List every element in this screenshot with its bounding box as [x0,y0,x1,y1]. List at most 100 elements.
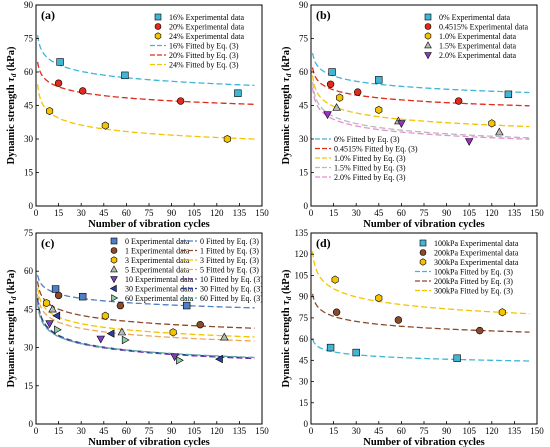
fit-curve [311,87,530,140]
x-tick-label: 120 [210,426,224,436]
x-tick-label: 75 [420,208,430,218]
data-point [52,311,61,321]
y-tick-label: 30 [299,134,309,144]
y-tick-label: 75 [299,34,309,44]
legend-label: 0% Fitted by Eq. (3) [334,135,400,144]
data-point [45,320,54,329]
data-point [117,327,127,336]
legend-label: 0.4515% Experimental data [439,23,529,32]
data-point [54,79,63,87]
data-point [495,127,504,136]
data-point [328,68,336,76]
x-tick-label: 135 [233,426,247,436]
panel-label: (a) [41,8,55,22]
legend-label: 1.0% Fitted by Eq. (3) [334,154,406,163]
chart-panel: 0 15 30 45 60 75 90 105 120 135 15001530456075Numb… [6,228,269,447]
data-point [326,80,335,88]
chart-panel: 0 15 30 45 60 75 90 105 120 135 1500153045607590Nu… [281,0,544,230]
fit-curve [36,299,255,360]
x-tick-label: 60 [122,208,132,218]
y-tick-label: 90 [299,292,309,302]
fit-curve [36,287,255,338]
legend-label: 10 Experimental data [125,275,194,284]
data-point [79,292,87,301]
y-tick-label: 15 [24,381,34,391]
x-tick-label: 30 [352,426,362,436]
fit-curve [36,61,255,105]
panel-label: (c) [41,236,54,250]
fit-curve [36,35,255,87]
legend-swatch [110,265,118,273]
data-point [504,90,513,99]
data-point [332,308,341,316]
data-point [176,97,185,105]
data-point [220,332,229,341]
y-tick-label: 90 [24,0,34,10]
legend-label: 0 Fitted by Eq. (3) [200,237,259,246]
x-tick-label: 150 [530,208,544,218]
fit-curve [311,338,530,362]
x-tick-label: 60 [397,208,407,218]
x-tick-label: 0 [34,426,39,436]
data-point [169,328,177,337]
x-tick-label: 150 [255,208,269,218]
y-tick-label: 15 [299,398,309,408]
legend-swatch [154,23,162,30]
x-tick-label: 15 [329,208,339,218]
data-point [106,329,115,338]
x-tick-label: 90 [167,426,177,436]
legend-swatch [109,284,117,293]
data-point [96,335,106,344]
data-point [45,106,54,116]
x-tick-label: 15 [329,426,339,436]
x-tick-label: 0 [309,208,314,218]
x-tick-label: 30 [77,426,87,436]
legend-label: 5 Fitted by Eq. (3) [200,266,259,275]
data-point [394,316,403,324]
x-tick-label: 45 [99,208,109,218]
x-tick-label: 120 [485,208,499,218]
x-tick-label: 75 [420,426,430,436]
chart-panel: 0 15 30 45 60 75 90 105 120 135 1500153045607590Nu… [6,0,269,230]
data-point [54,291,63,300]
fit-curve [36,281,255,329]
legend-label: 30 Experimental data [125,285,194,294]
data-point [375,293,383,303]
legend-swatch [154,13,162,21]
fit-curve [311,293,530,333]
x-tick-label: 0 [34,208,39,218]
data-point [56,58,64,66]
legend-label: 300kPa Fitted by Eq. (3) [434,287,513,296]
data-point [336,93,344,102]
x-tick-label: 15 [54,208,64,218]
y-tick-label: 45 [299,101,309,111]
y-tick-label: 120 [295,249,309,259]
fit-curve [311,52,530,94]
legend-label: 60 Experimental data [125,294,194,303]
fit-curve [311,251,530,315]
x-tick-label: 30 [77,208,87,218]
legend-swatch [424,23,432,30]
x-tick-label: 15 [54,426,64,436]
x-tick-label: 90 [442,426,452,436]
legend-swatch [419,239,427,247]
fit-curve [311,81,530,139]
y-tick-label: 0 [304,419,309,429]
y-tick-label: 30 [24,343,34,353]
legend-swatch [111,294,119,302]
data-point [234,89,242,97]
y-tick-label: 75 [24,34,34,44]
x-tick-label: 150 [255,426,269,436]
x-tick-label: 45 [374,426,384,436]
y-tick-label: 45 [299,355,309,365]
x-tick-label: 75 [145,208,155,218]
y-tick-label: 30 [24,134,34,144]
y-axis-label: Dynamic strength τd (kPa) [281,46,293,164]
legend-label: 20% Experimental data [169,23,245,32]
legend-label: 1.5% Fitted by Eq. (3) [334,164,406,173]
x-tick-label: 135 [508,426,522,436]
panel-label: (d) [316,236,331,250]
legend-label: 3 Fitted by Eq. (3) [200,256,259,265]
legend-label: 0 Experimental data [125,237,190,246]
data-point [121,71,129,80]
